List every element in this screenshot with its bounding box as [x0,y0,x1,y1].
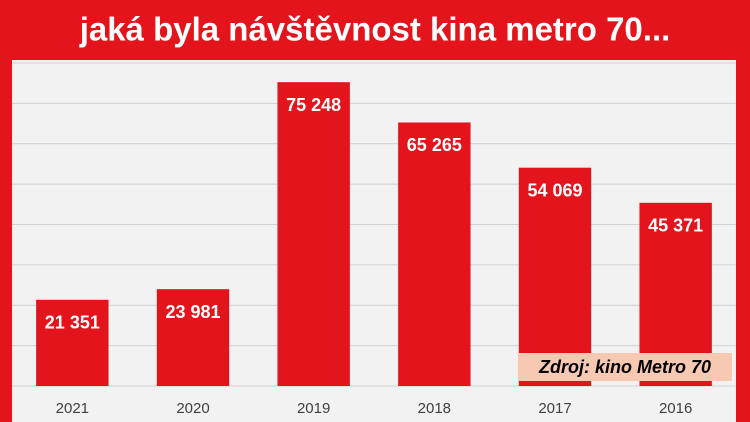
right-border [736,0,750,422]
bar [398,122,471,387]
value-label: 23 981 [165,302,220,322]
value-label: 54 069 [527,180,582,200]
title-band [0,0,750,60]
left-border [0,0,12,422]
source-box [518,353,732,381]
bar [277,82,350,386]
x-tick-label: 2018 [418,400,451,417]
x-tick-label: 2019 [297,400,330,417]
bar [156,289,230,386]
bar [518,167,592,386]
value-label: 65 265 [407,135,462,155]
bar [36,299,109,386]
x-tick-label: 2021 [56,400,89,417]
x-tick-label: 2017 [538,400,571,417]
x-tick-label: 2020 [176,400,209,417]
value-label: 75 248 [286,95,341,115]
value-label: 45 371 [648,216,703,236]
value-label: 21 351 [45,313,100,333]
chart-title: jaká byla návštěvnost kina metro 70... [79,11,671,48]
x-tick-label: 2016 [659,400,692,417]
source-note: Zdroj: kino Metro 70 [538,357,711,377]
